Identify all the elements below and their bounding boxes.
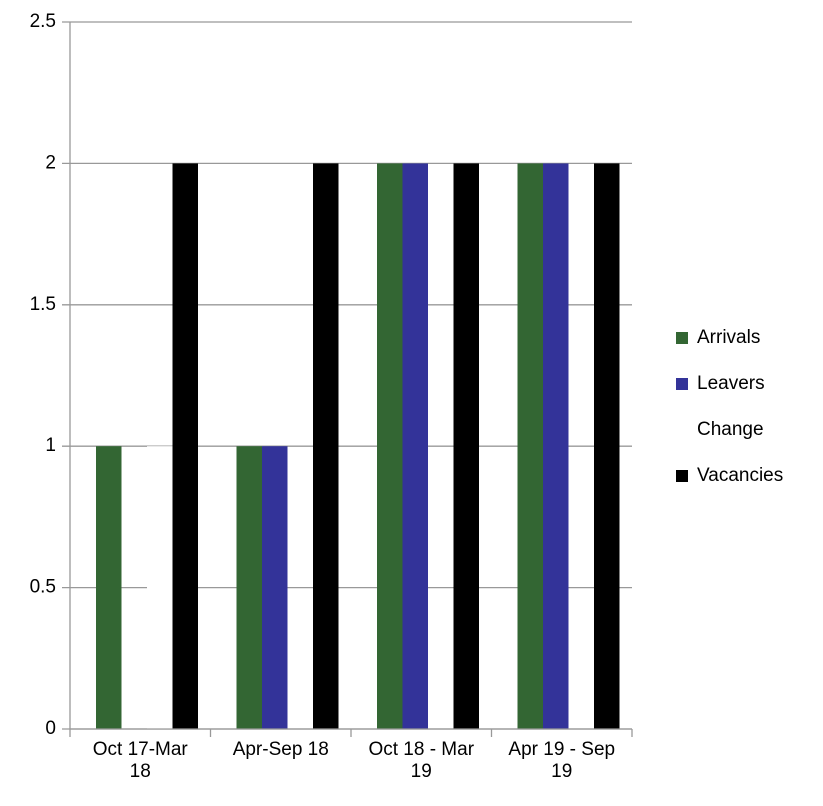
bar [96, 446, 122, 729]
legend-label: Vacancies [697, 465, 783, 486]
bar [313, 163, 339, 729]
y-tick-label: 2.5 [30, 11, 56, 32]
legend-swatch [676, 470, 688, 482]
x-tick-label: Oct 17-Mar 18 [92, 739, 188, 782]
bar [172, 163, 198, 729]
x-tick-label-box: Oct 18 - Mar 19 [368, 739, 475, 782]
bar [453, 163, 479, 729]
bar [543, 163, 569, 729]
legend-label: Arrivals [697, 327, 760, 348]
legend-label: Change [697, 419, 764, 440]
x-tick-label: Oct 18 - Mar 19 [368, 739, 475, 782]
bar [262, 446, 288, 729]
bar [147, 446, 173, 729]
x-tick-label: Apr 19 - Sep 19 [508, 739, 616, 782]
x-tick-label: Apr-Sep 18 [232, 739, 329, 760]
x-tick-label-box: Apr-Sep 18 [232, 739, 329, 760]
y-tick-label: 0.5 [30, 577, 56, 598]
bar [517, 163, 543, 729]
legend-swatch [676, 332, 688, 344]
legend-swatch [676, 378, 688, 390]
y-tick-label: 1 [45, 435, 56, 456]
y-tick-label: 2 [45, 152, 56, 173]
x-tick-label-box: Oct 17-Mar 18 [92, 739, 188, 782]
bar [236, 446, 262, 729]
y-tick-label: 0 [45, 718, 56, 739]
x-tick-label-box: Apr 19 - Sep 19 [508, 739, 616, 782]
bar [402, 163, 428, 729]
legend-swatch [676, 424, 688, 436]
bar [594, 163, 620, 729]
legend-label: Leavers [697, 373, 765, 394]
bar [377, 163, 403, 729]
y-tick-label: 1.5 [30, 294, 56, 315]
